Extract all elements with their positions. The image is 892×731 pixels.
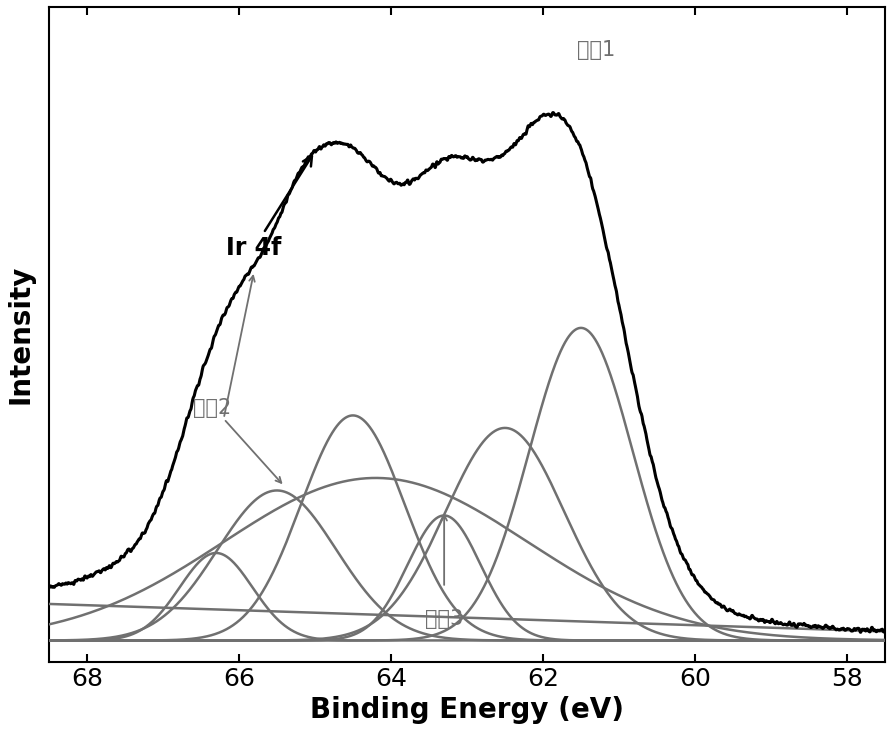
Text: 价刀2: 价刀2	[194, 398, 232, 418]
Text: 价刀3: 价刀3	[425, 609, 463, 629]
Y-axis label: Intensity: Intensity	[7, 265, 35, 404]
Text: Ir 4f: Ir 4f	[227, 156, 312, 260]
Text: 价刀1: 价刀1	[577, 39, 615, 60]
X-axis label: Binding Energy (eV): Binding Energy (eV)	[310, 696, 624, 724]
